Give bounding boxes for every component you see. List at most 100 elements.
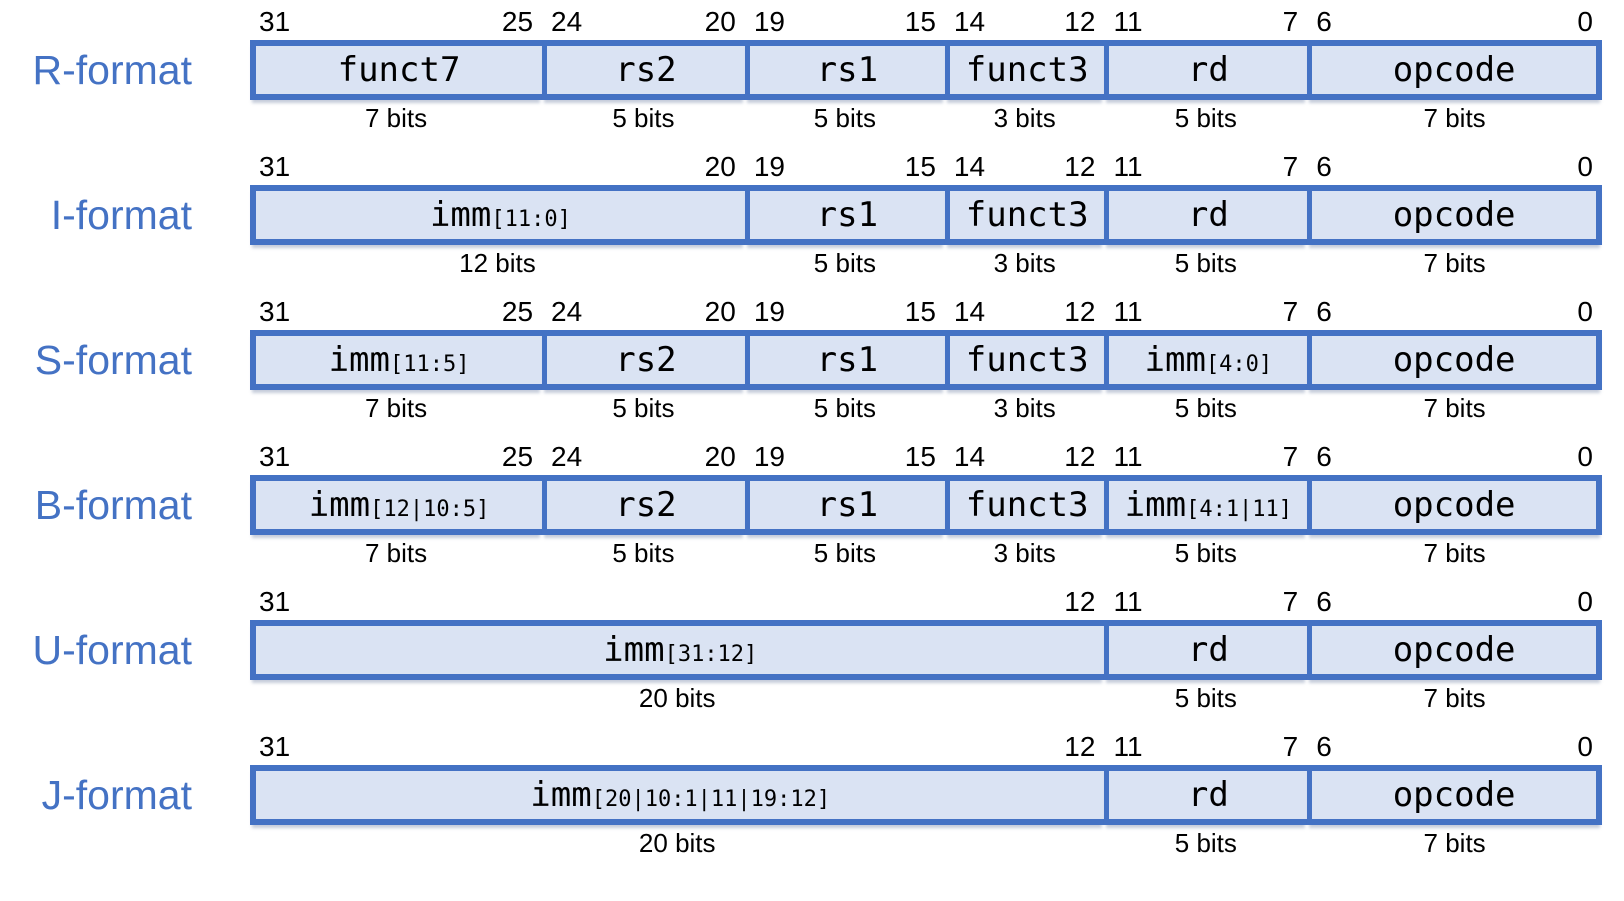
field-name: funct3 bbox=[965, 340, 1089, 380]
bit-hi: 6 bbox=[1316, 6, 1332, 37]
field-name: opcode bbox=[1392, 340, 1516, 380]
bits-count: 5 bits bbox=[1174, 828, 1237, 858]
field-column: 14 12 funct3 3 bits bbox=[944, 6, 1105, 134]
bit-lo: 25 bbox=[501, 441, 534, 472]
bits-count: 7 bits bbox=[1423, 538, 1486, 568]
bit-positions: 24 20 bbox=[542, 296, 745, 330]
bits-count: 7 bits bbox=[364, 393, 428, 423]
field-column: 24 20 rs2 5 bits bbox=[542, 296, 745, 424]
field-column: 19 15 rs1 5 bits bbox=[744, 441, 945, 569]
field-cell: opcode bbox=[1307, 475, 1602, 535]
field-cell: imm [11:5] bbox=[250, 330, 543, 390]
bit-lo: 25 bbox=[501, 296, 534, 327]
field-cell: rs2 bbox=[542, 475, 745, 535]
field-cell: funct3 bbox=[944, 475, 1105, 535]
bit-lo: 7 bbox=[1282, 731, 1299, 762]
bits-count: 5 bits bbox=[813, 248, 876, 278]
field-name: rs1 bbox=[816, 50, 879, 90]
field-name: rs2 bbox=[615, 340, 677, 380]
bit-hi: 14 bbox=[953, 296, 986, 327]
bit-lo: 0 bbox=[1577, 296, 1593, 327]
bits-count: 5 bits bbox=[612, 393, 675, 423]
bit-lo: 15 bbox=[904, 151, 936, 182]
bit-positions: 11 7 bbox=[1104, 441, 1307, 475]
field-name: opcode bbox=[1392, 630, 1516, 670]
row-fields: 31 12 imm [31:12] 20 bits 11 7 rd 5 bits… bbox=[250, 586, 1602, 714]
bit-lo: 7 bbox=[1282, 6, 1299, 37]
bit-lo: 15 bbox=[904, 441, 936, 472]
field-name: funct3 bbox=[965, 50, 1089, 90]
bits-count: 5 bits bbox=[813, 393, 876, 423]
field-cell: rs2 bbox=[542, 40, 745, 100]
format-row: J-format 31 12 imm [20|10:1|11|19:12] 20… bbox=[0, 731, 1624, 859]
bit-hi: 6 bbox=[1316, 731, 1332, 762]
field-name: imm bbox=[1144, 340, 1206, 380]
field-column: 24 20 rs2 5 bits bbox=[542, 441, 745, 569]
bit-positions: 6 0 bbox=[1307, 151, 1602, 185]
bit-positions: 31 25 bbox=[250, 6, 542, 40]
field-name: imm bbox=[603, 630, 665, 670]
field-cell: rs1 bbox=[744, 330, 945, 390]
field-column: 24 20 rs2 5 bits bbox=[542, 6, 745, 134]
bits-count: 3 bits bbox=[993, 393, 1056, 423]
bit-lo: 7 bbox=[1282, 151, 1299, 182]
bits-count: 7 bits bbox=[1423, 683, 1486, 713]
bit-lo: 7 bbox=[1282, 586, 1299, 617]
bit-positions: 11 7 bbox=[1104, 151, 1307, 185]
row-fields: 31 25 imm [11:5] 7 bits 24 20 rs2 5 bits… bbox=[250, 296, 1602, 424]
bit-hi: 14 bbox=[953, 441, 986, 472]
field-cell: opcode bbox=[1307, 185, 1602, 245]
field-column: 11 7 rd 5 bits bbox=[1104, 6, 1308, 134]
bit-lo: 20 bbox=[704, 441, 736, 472]
field-name: rd bbox=[1187, 50, 1229, 90]
field-column: 19 15 rs1 5 bits bbox=[744, 296, 945, 424]
bits-count: 7 bits bbox=[1423, 248, 1486, 278]
bit-hi: 6 bbox=[1316, 586, 1332, 617]
field-column: 11 7 rd 5 bits bbox=[1104, 151, 1308, 279]
bit-hi: 24 bbox=[551, 441, 583, 472]
field-column: 6 0 opcode 7 bits bbox=[1307, 151, 1602, 279]
field-cell: opcode bbox=[1307, 40, 1602, 100]
field-column: 14 12 funct3 3 bits bbox=[944, 441, 1105, 569]
row-fields: 31 25 imm [12|10:5] 7 bits 24 20 rs2 5 b… bbox=[250, 441, 1602, 569]
bit-hi: 11 bbox=[1113, 586, 1143, 617]
field-cell: rd bbox=[1104, 620, 1308, 680]
bits-count: 5 bits bbox=[1174, 248, 1237, 278]
bits-count: 3 bits bbox=[993, 538, 1056, 568]
field-column: 6 0 opcode 7 bits bbox=[1307, 731, 1602, 859]
bit-lo: 0 bbox=[1577, 6, 1593, 37]
bit-positions: 19 15 bbox=[745, 151, 945, 185]
field-name: rs2 bbox=[615, 50, 677, 90]
bits-count: 5 bits bbox=[1174, 393, 1237, 423]
field-sub: [4:0] bbox=[1205, 351, 1273, 377]
format-row: U-format 31 12 imm [31:12] 20 bits 11 7 … bbox=[0, 586, 1624, 714]
bit-lo: 0 bbox=[1577, 151, 1593, 182]
field-cell: imm [31:12] bbox=[250, 620, 1105, 680]
field-name: funct3 bbox=[965, 195, 1089, 235]
bit-positions: 6 0 bbox=[1307, 441, 1602, 475]
bits-count: 5 bits bbox=[1174, 538, 1237, 568]
bits-count: 3 bits bbox=[993, 248, 1056, 278]
field-cell: rs1 bbox=[744, 475, 945, 535]
field-sub: [11:5] bbox=[389, 351, 470, 377]
field-cell: opcode bbox=[1307, 330, 1602, 390]
field-column: 6 0 opcode 7 bits bbox=[1307, 586, 1602, 714]
row-fields: 31 12 imm [20|10:1|11|19:12] 20 bits 11 … bbox=[250, 731, 1602, 859]
format-row: S-format 31 25 imm [11:5] 7 bits 24 20 r… bbox=[0, 296, 1624, 424]
field-sub: [4:1|11] bbox=[1186, 496, 1293, 522]
field-column: 11 7 imm [4:1|11] 5 bits bbox=[1104, 441, 1308, 569]
field-name: funct3 bbox=[965, 485, 1089, 525]
bit-positions: 6 0 bbox=[1307, 296, 1602, 330]
field-cell: rd bbox=[1104, 40, 1308, 100]
bit-hi: 6 bbox=[1316, 296, 1332, 327]
field-cell: rd bbox=[1104, 185, 1308, 245]
bit-hi: 6 bbox=[1316, 441, 1332, 472]
field-name: imm bbox=[1124, 485, 1187, 525]
bit-hi: 11 bbox=[1113, 151, 1143, 182]
bit-positions: 14 12 bbox=[945, 441, 1105, 475]
bit-positions: 11 7 bbox=[1104, 6, 1307, 40]
field-cell: funct3 bbox=[944, 330, 1105, 390]
bit-lo: 12 bbox=[1064, 731, 1096, 762]
field-cell: imm [4:0] bbox=[1104, 330, 1308, 390]
format-label: B-format bbox=[34, 481, 192, 528]
